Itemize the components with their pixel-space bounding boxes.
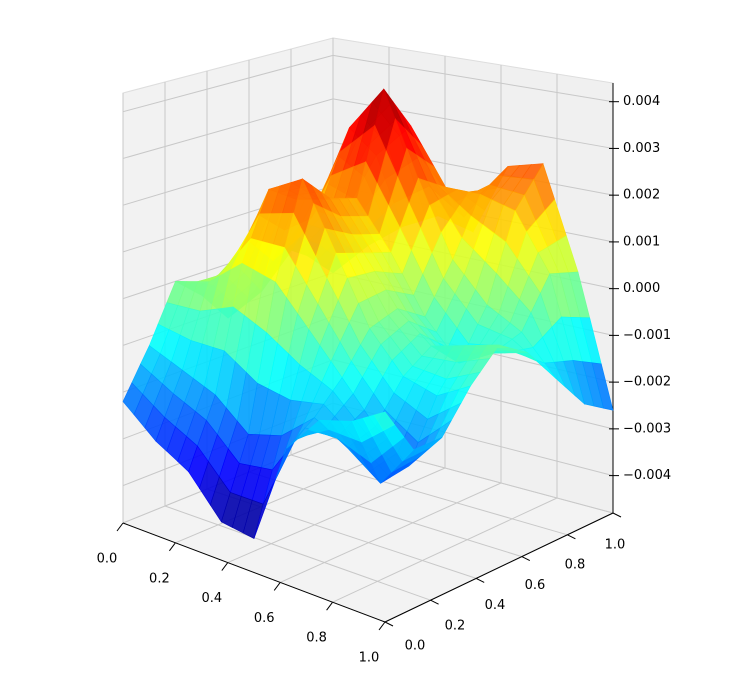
z-tick-label: −0.001 <box>623 328 671 343</box>
x-tick-label: 0.2 <box>149 571 170 586</box>
grid-line <box>227 467 446 564</box>
tick-mark <box>567 534 576 540</box>
grid-line <box>279 482 502 583</box>
tick-mark <box>273 582 281 591</box>
grid-line <box>175 452 390 544</box>
z-tick-label: 0.000 <box>623 281 660 296</box>
tick-mark <box>612 512 622 518</box>
grid-line <box>332 497 558 603</box>
x-tick-label: 0.0 <box>97 552 118 567</box>
x-tick-label: 0.4 <box>201 591 222 606</box>
y-tick-label: 0.2 <box>445 618 466 633</box>
tick-mark <box>475 577 485 583</box>
grid-line <box>122 141 334 206</box>
grid-line <box>122 98 334 159</box>
x-axis-line <box>122 522 386 623</box>
tick-mark <box>521 556 531 562</box>
tick-mark <box>116 522 124 532</box>
y-tick-label: 0.4 <box>485 598 506 613</box>
tick-mark <box>221 562 229 571</box>
surface-patch <box>373 411 395 431</box>
tick-mark <box>326 601 334 611</box>
z-tick-label: 0.001 <box>623 234 660 249</box>
grid-line <box>164 505 431 601</box>
y-tick-label: 0.0 <box>405 639 426 654</box>
z-tick-label: 0.002 <box>623 188 660 203</box>
grid-line <box>332 54 614 103</box>
z-tick-label: 0.004 <box>623 94 660 109</box>
z-tick-label: 0.003 <box>623 141 660 156</box>
x-tick-label: 1.0 <box>359 651 380 666</box>
x-tick-label: 0.6 <box>254 611 275 626</box>
y-axis-line <box>384 512 614 623</box>
grid-line <box>248 471 522 558</box>
z-tick-label: −0.004 <box>623 468 671 483</box>
tick-mark <box>430 599 439 605</box>
tick-mark <box>378 621 386 631</box>
grid-line <box>290 454 568 536</box>
x-tick-label: 0.8 <box>306 631 327 646</box>
tick-mark <box>168 542 176 552</box>
y-tick-label: 1.0 <box>605 538 626 553</box>
y-tick-label: 0.8 <box>565 558 586 573</box>
grid-line <box>122 54 334 113</box>
z-tick-label: −0.002 <box>623 375 671 390</box>
z-tick-label: −0.003 <box>623 421 671 436</box>
tick-mark <box>384 621 394 627</box>
y-tick-label: 0.6 <box>525 578 546 593</box>
